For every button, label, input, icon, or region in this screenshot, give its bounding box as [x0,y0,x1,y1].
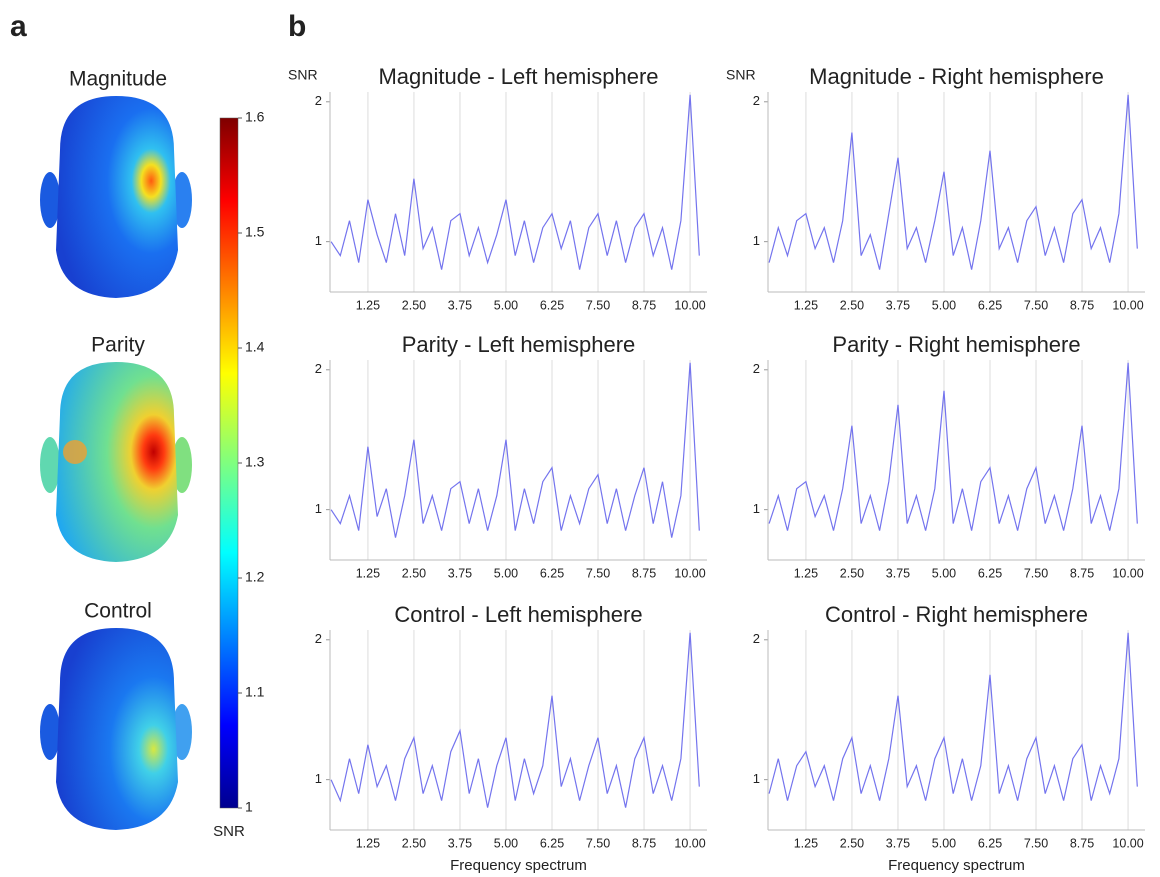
x-tick-label: 6.25 [540,298,564,312]
y-tick-label: 1 [315,501,322,516]
x-tick-label: 5.00 [932,836,956,850]
x-tick-label: 8.75 [1070,298,1094,312]
x-tick-label: 1.25 [794,566,818,580]
x-tick-label: 2.50 [402,298,426,312]
spectrum-line [768,94,1138,270]
y-tick-label: 1 [753,233,760,248]
x-tick-label: 2.50 [840,298,864,312]
y-tick-label: 2 [753,93,760,108]
x-tick-label: 7.50 [1024,566,1048,580]
x-tick-label: 8.75 [632,298,656,312]
x-tick-label: 10.00 [1112,836,1143,850]
x-tick-label: 10.00 [674,566,705,580]
panel-label: a [10,10,27,43]
x-tick-label: 2.50 [840,566,864,580]
x-tick-label: 6.25 [540,566,564,580]
head-map [40,628,192,830]
spectrum-line [768,362,1138,531]
chart-title: Parity - Right hemisphere [832,332,1080,357]
x-tick-label: 7.50 [1024,836,1048,850]
x-tick-label: 7.50 [586,298,610,312]
chart-title: Magnitude - Left hemisphere [378,64,658,89]
x-tick-label: 5.00 [932,566,956,580]
x-tick-label: 10.00 [1112,566,1143,580]
x-tick-label: 2.50 [402,566,426,580]
x-axis-label: Frequency spectrum [888,857,1025,874]
x-tick-label: 10.00 [674,836,705,850]
spectrum-line [768,632,1138,801]
head-map [40,362,192,562]
chart-title: Magnitude - Right hemisphere [809,64,1104,89]
x-tick-label: 8.75 [1070,566,1094,580]
x-tick-label: 3.75 [886,836,910,850]
head-title: Control [84,600,152,623]
x-tick-label: 10.00 [1112,298,1143,312]
x-tick-label: 6.25 [978,836,1002,850]
y-tick-label: 1 [753,501,760,516]
y-axis-label: SNR [726,67,756,83]
x-tick-label: 5.00 [494,836,518,850]
head-title: Parity [91,334,145,357]
y-tick-label: 2 [315,631,322,646]
x-tick-label: 2.50 [402,836,426,850]
colorbar-tick-label: 1.3 [245,454,265,470]
colorbar-tick-label: 1 [245,799,253,815]
colorbar [219,117,239,809]
x-tick-label: 7.50 [586,836,610,850]
x-tick-label: 8.75 [632,566,656,580]
x-tick-label: 1.25 [356,298,380,312]
y-axis-label: SNR [288,67,318,83]
x-tick-label: 1.25 [794,836,818,850]
colorbar-tick-label: 1.4 [245,339,265,355]
chart-title: Parity - Left hemisphere [402,332,636,357]
x-tick-label: 8.75 [1070,836,1094,850]
y-tick-label: 2 [315,361,322,376]
x-tick-label: 3.75 [886,298,910,312]
x-tick-label: 5.00 [932,298,956,312]
x-tick-label: 1.25 [794,298,818,312]
chart-title: Control - Right hemisphere [825,602,1088,627]
x-tick-label: 3.75 [886,566,910,580]
colorbar-tick-label: 1.6 [245,109,265,125]
spectrum-line [330,94,700,270]
x-tick-label: 2.50 [840,836,864,850]
panel-label: b [288,10,306,43]
y-tick-label: 2 [753,631,760,646]
x-tick-label: 1.25 [356,566,380,580]
y-tick-label: 2 [753,361,760,376]
y-tick-label: 2 [315,93,322,108]
head-title: Magnitude [69,68,167,91]
x-tick-label: 7.50 [1024,298,1048,312]
x-tick-label: 6.25 [978,298,1002,312]
chart-title: Control - Left hemisphere [394,602,642,627]
x-tick-label: 5.00 [494,298,518,312]
x-tick-label: 5.00 [494,566,518,580]
y-tick-label: 1 [753,771,760,786]
colorbar-tick-label: 1.2 [245,569,265,585]
x-axis-label: Frequency spectrum [450,857,587,874]
spectrum-line [330,632,700,808]
x-tick-label: 3.75 [448,836,472,850]
x-tick-label: 8.75 [632,836,656,850]
colorbar-label: SNR [213,823,245,840]
x-tick-label: 1.25 [356,836,380,850]
x-tick-label: 10.00 [674,298,705,312]
y-tick-label: 1 [315,771,322,786]
x-tick-label: 6.25 [540,836,564,850]
colorbar-tick-label: 1.5 [245,224,265,240]
x-tick-label: 3.75 [448,566,472,580]
x-tick-label: 7.50 [586,566,610,580]
colorbar-tick-label: 1.1 [245,684,265,700]
spectrum-line [330,362,700,538]
head-map [40,96,192,298]
x-tick-label: 3.75 [448,298,472,312]
x-tick-label: 6.25 [978,566,1002,580]
y-tick-label: 1 [315,233,322,248]
